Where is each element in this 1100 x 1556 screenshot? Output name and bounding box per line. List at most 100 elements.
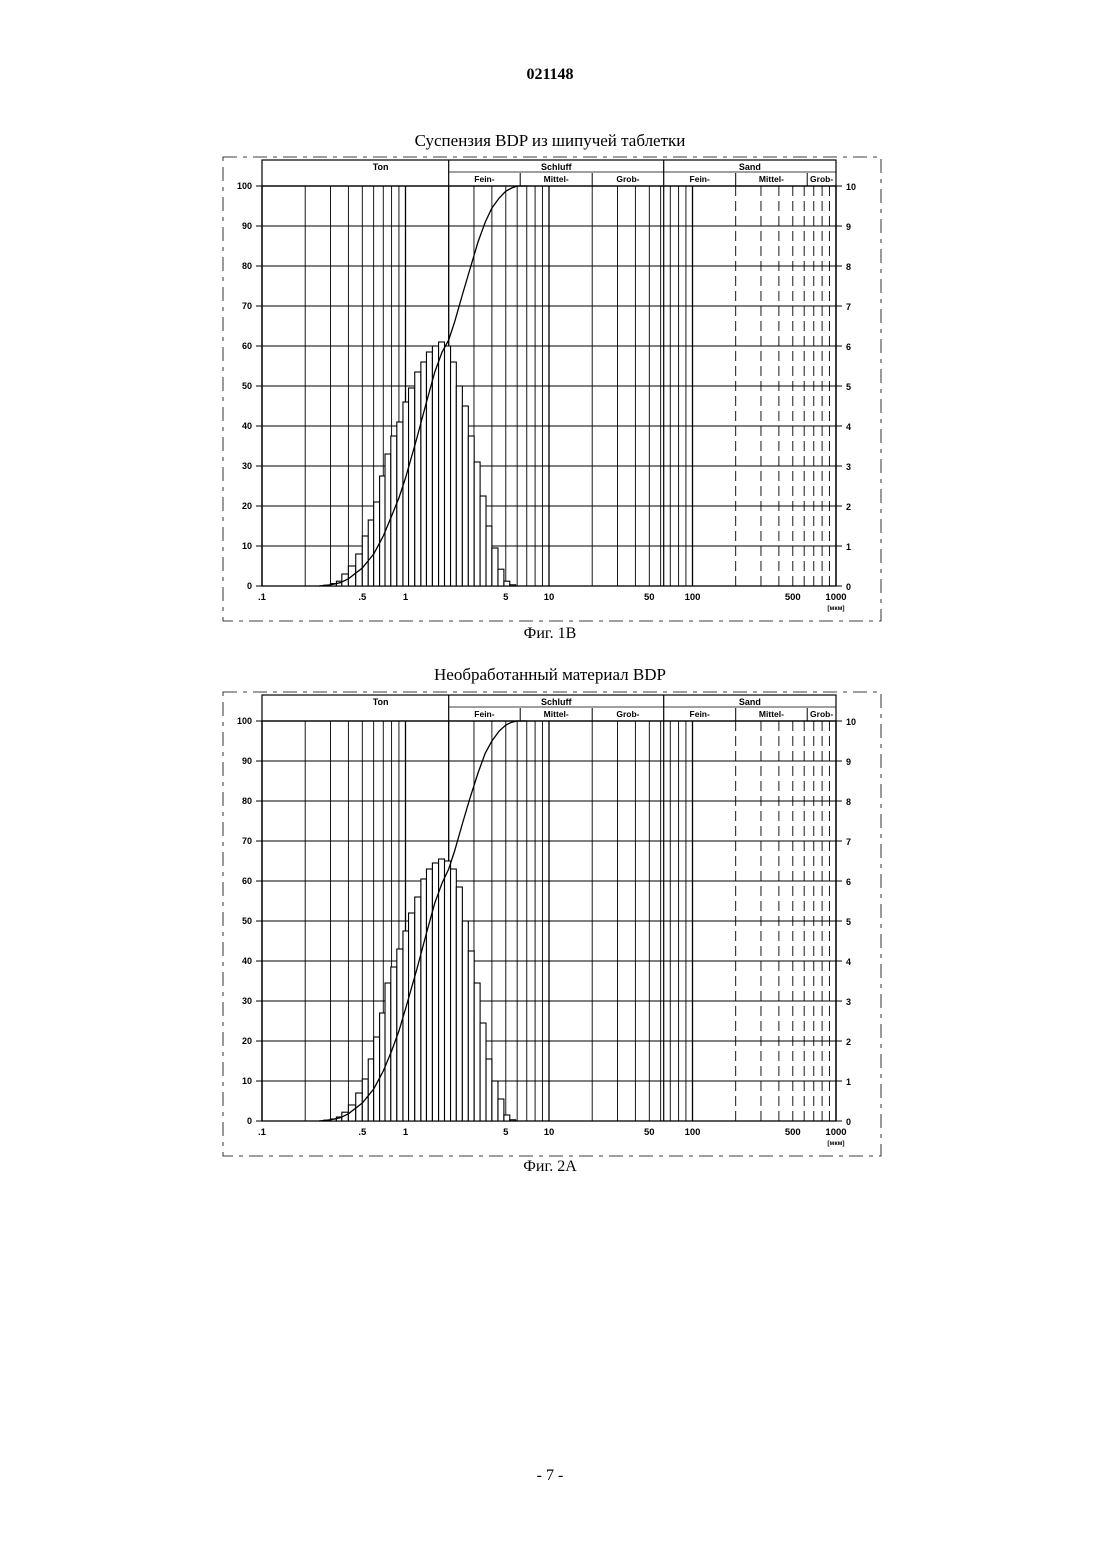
y-tick-label-left: 0 [247, 581, 252, 591]
histogram-bar [451, 362, 457, 586]
y-tick-label-left: 20 [242, 501, 252, 511]
histogram-bar [510, 1120, 516, 1121]
x-tick-label: 1 [403, 592, 409, 603]
histogram-bar [439, 859, 445, 1121]
histogram-bar [504, 581, 510, 586]
x-tick-label: 50 [644, 1127, 655, 1138]
y-tick-label-left: 100 [237, 181, 252, 191]
band-group-label: Sand [739, 697, 761, 707]
y-tick-label-right: 0 [846, 1117, 851, 1127]
y-tick-label-right: 8 [846, 262, 851, 272]
histogram-bar [480, 496, 486, 586]
histogram-bar [403, 931, 409, 1121]
histogram-bar [403, 402, 409, 586]
histogram-bar [368, 520, 373, 586]
band-subgroup-label: Grob- [616, 174, 639, 184]
x-tick-label: 10 [544, 592, 555, 603]
histogram-bar [380, 1013, 385, 1121]
histogram-bar [474, 462, 480, 586]
figure-2a-chart: TonSchluffSandFein-Mittel-Grob-Fein-Mitt… [222, 691, 882, 1159]
histogram-bar [426, 869, 432, 1121]
histogram-bar [421, 879, 427, 1121]
figure-2a-title: Необработанный материал BDP [0, 665, 1100, 685]
y-tick-label-right: 9 [846, 222, 851, 232]
band-group-label: Ton [373, 697, 389, 707]
histogram-bar [439, 342, 445, 586]
histogram-bar [456, 887, 462, 1121]
histogram-bar [426, 352, 432, 586]
y-tick-label-left: 10 [242, 1076, 252, 1086]
y-tick-label-left: 80 [242, 796, 252, 806]
y-tick-label-left: 40 [242, 421, 252, 431]
y-tick-label-right: 5 [846, 917, 851, 927]
y-tick-label-right: 0 [846, 582, 851, 592]
y-tick-label-right: 6 [846, 877, 851, 887]
x-tick-label: .5 [358, 592, 367, 603]
x-tick-label: 1 [403, 1127, 409, 1138]
y-tick-label-left: 70 [242, 836, 252, 846]
band-group-label: Ton [373, 162, 389, 172]
x-tick-label: 50 [644, 592, 655, 603]
y-tick-label-right: 3 [846, 462, 851, 472]
x-tick-label: 5 [503, 592, 509, 603]
histogram-bar [486, 526, 492, 586]
histogram-bar [474, 983, 480, 1121]
histogram-bar [492, 1081, 498, 1121]
y-tick-label-right: 8 [846, 797, 851, 807]
x-tick-label: 100 [685, 592, 701, 603]
band-subgroup-label: Mittel- [759, 709, 784, 719]
y-tick-label-left: 50 [242, 381, 252, 391]
y-tick-label-left: 10 [242, 541, 252, 551]
figure-2a-caption: Фиг. 2A [0, 1158, 1100, 1176]
figure-1b-chart-svg: TonSchluffSandFein-Mittel-Grob-Fein-Mitt… [222, 156, 882, 624]
histogram-bar [415, 897, 421, 1121]
figure-1b-title: Суспензия BDP из шипучей таблетки [0, 131, 1100, 151]
histogram-bar [504, 1115, 510, 1121]
y-tick-label-left: 90 [242, 756, 252, 766]
x-unit-label: [мкм] [827, 1140, 844, 1147]
y-tick-label-right: 9 [846, 757, 851, 767]
figure-frame [223, 692, 881, 1156]
band-subgroup-label: Fein- [474, 174, 494, 184]
histogram-bar [409, 913, 415, 1121]
figure-2a-chart-svg: TonSchluffSandFein-Mittel-Grob-Fein-Mitt… [222, 691, 882, 1159]
y-tick-label-left: 30 [242, 461, 252, 471]
y-tick-label-right: 2 [846, 1037, 851, 1047]
x-tick-label: .5 [358, 1127, 367, 1138]
y-tick-label-right: 3 [846, 997, 851, 1007]
histogram-bar [468, 951, 474, 1121]
histogram-bar [498, 569, 504, 586]
histogram-bar [486, 1059, 492, 1121]
y-tick-label-left: 40 [242, 956, 252, 966]
band-subgroup-label: Mittel- [544, 174, 569, 184]
y-tick-label-right: 2 [846, 502, 851, 512]
histogram-bar [456, 386, 462, 586]
band-group-label: Schluff [541, 697, 573, 707]
y-tick-label-left: 60 [242, 341, 252, 351]
y-tick-label-right: 7 [846, 837, 851, 847]
document-number: 021148 [0, 66, 1100, 84]
y-tick-label-left: 100 [237, 716, 252, 726]
x-tick-label: .1 [258, 1127, 267, 1138]
histogram-bar [462, 406, 468, 586]
histogram-bar [510, 585, 516, 586]
band-subgroup-label: Fein- [690, 709, 710, 719]
y-tick-label-right: 1 [846, 1077, 851, 1087]
histogram-bar [451, 869, 457, 1121]
histogram-bar [462, 921, 468, 1121]
x-tick-label: .1 [258, 592, 267, 603]
x-tick-label: 1000 [825, 592, 846, 603]
histogram-bar [445, 346, 451, 586]
y-tick-label-right: 10 [846, 717, 856, 727]
figure-1b-caption: Фиг. 1B [0, 625, 1100, 643]
figure-frame [223, 157, 881, 621]
y-tick-label-left: 90 [242, 221, 252, 231]
x-tick-label: 500 [785, 592, 801, 603]
histogram-bar [498, 1099, 504, 1121]
y-tick-label-left: 0 [247, 1116, 252, 1126]
y-tick-label-left: 70 [242, 301, 252, 311]
x-tick-label: 500 [785, 1127, 801, 1138]
band-subgroup-label: Grob- [810, 174, 833, 184]
x-tick-label: 5 [503, 1127, 509, 1138]
band-subgroup-label: Fein- [690, 174, 710, 184]
